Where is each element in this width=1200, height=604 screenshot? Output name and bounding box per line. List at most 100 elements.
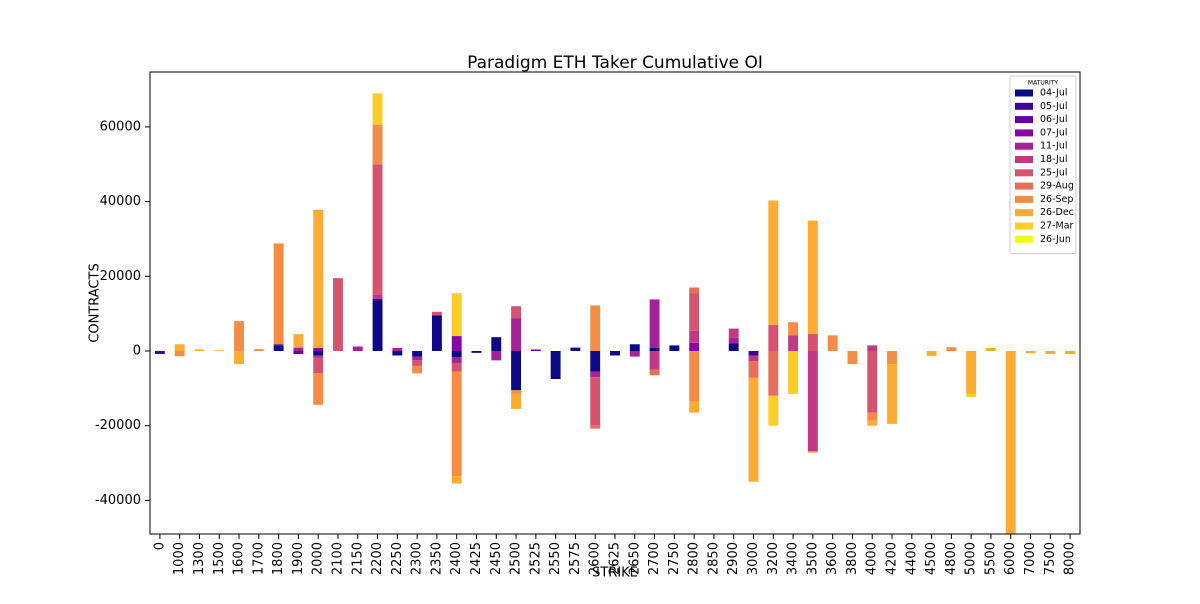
x-tick-label: 1600	[232, 542, 247, 575]
bar-segment	[550, 350, 561, 380]
legend-swatch	[1015, 209, 1033, 217]
bar-segment	[313, 355, 324, 359]
x-tick-label: 3200	[766, 542, 781, 575]
legend-label: 27-Mar	[1040, 221, 1074, 232]
bar-segment	[372, 300, 383, 351]
x-tick-label: 2550	[548, 542, 563, 575]
legend-swatch	[1015, 169, 1033, 177]
bar-segment	[649, 350, 660, 370]
bar-segment	[629, 350, 640, 357]
bar-segment	[273, 344, 284, 346]
x-tick-label: 1800	[271, 542, 286, 575]
bar-segment	[293, 334, 304, 347]
bar-segment	[293, 350, 304, 354]
x-tick-label: 2750	[667, 542, 682, 575]
bar-segment	[412, 365, 423, 374]
y-tick-label: 60000	[100, 119, 141, 134]
bar-segment	[590, 371, 601, 378]
bar-segment	[689, 350, 700, 402]
bar-segment	[966, 350, 977, 394]
bar-segment	[788, 335, 799, 351]
x-tick-label: 2900	[726, 542, 741, 575]
bar-segment	[867, 345, 878, 351]
x-tick-label: 3000	[746, 542, 761, 575]
bar-segment	[807, 220, 818, 334]
x-tick-label: 5500	[983, 542, 998, 575]
bar-segment	[986, 348, 996, 351]
x-tick-label: 6000	[1003, 542, 1018, 575]
bar-segment	[451, 350, 462, 358]
legend-label: 05-Jul	[1040, 101, 1068, 112]
legend-label: 04-Jul	[1040, 88, 1068, 99]
bar-segment	[234, 350, 244, 365]
bar-segment	[946, 347, 957, 351]
x-tick-label: 4500	[924, 542, 939, 575]
legend-label: 18-Jul	[1040, 154, 1068, 165]
legend-label: 11-Jul	[1040, 141, 1068, 152]
bar-segment	[689, 401, 700, 413]
bar-segment	[649, 369, 660, 376]
bar-segment	[471, 350, 482, 353]
bar-segment	[234, 321, 244, 351]
legend-swatch	[1015, 116, 1033, 124]
bar-segment	[867, 350, 878, 413]
bar-segment	[827, 335, 838, 351]
bar-segment	[1045, 350, 1056, 354]
x-tick-label: 2525	[528, 542, 543, 575]
bar-segment	[1025, 350, 1036, 354]
x-tick-label: 2800	[687, 542, 702, 575]
bar-segment	[689, 342, 700, 351]
x-tick-label: 8000	[1063, 542, 1078, 575]
x-tick-label: 1500	[212, 542, 227, 575]
bar-segment	[392, 350, 403, 356]
bar-segment	[649, 299, 660, 349]
bar-segment	[412, 356, 423, 361]
bar-segment	[372, 124, 383, 165]
x-tick-label: 2100	[330, 542, 345, 575]
bar-segment	[451, 293, 462, 337]
bar-segment	[313, 373, 324, 405]
legend-swatch	[1015, 182, 1033, 190]
bar-segment	[511, 390, 522, 394]
bar-segment	[748, 377, 759, 482]
bar-segment	[867, 412, 878, 421]
bar-segment	[669, 345, 680, 351]
bar-segment	[887, 364, 897, 424]
x-tick-label: 0	[152, 542, 167, 550]
bar-segment	[313, 358, 324, 374]
x-tick-label: 2250	[390, 542, 405, 575]
legend-label: 26-Sep	[1040, 194, 1073, 205]
bar-segment	[629, 344, 640, 351]
bar-segment	[768, 395, 779, 426]
x-tick-label: 2400	[449, 542, 464, 575]
bar-segment	[293, 346, 304, 349]
x-tick-label: 7500	[1043, 542, 1058, 575]
legend-swatch	[1015, 222, 1033, 230]
bar-segment	[689, 287, 700, 294]
bar-segment	[511, 306, 522, 319]
bar-segment	[768, 324, 779, 351]
bar-segment	[887, 350, 897, 365]
x-tick-label: 2850	[706, 542, 721, 575]
bar-segment	[451, 336, 462, 351]
chart-title: Paradigm ETH Taker Cumulative OI	[467, 53, 763, 73]
legend-label: 25-Jul	[1040, 167, 1068, 178]
bar-segment	[649, 348, 660, 351]
bar-segment	[1065, 350, 1076, 354]
bar-segment	[748, 350, 759, 356]
bar-segment	[273, 345, 284, 351]
x-tick-label: 4200	[885, 542, 900, 575]
bar-segment	[590, 425, 601, 429]
x-tick-label: 7000	[1023, 542, 1038, 575]
bar-segment	[689, 330, 700, 343]
x-tick-label: 2575	[568, 542, 583, 575]
bar-segment	[253, 349, 264, 351]
legend-title: MATURITY	[1028, 80, 1058, 87]
bar-segment	[431, 311, 442, 316]
bar-segment	[333, 278, 343, 351]
bar-segment	[788, 322, 799, 336]
x-tick-label: 2000	[311, 542, 326, 575]
